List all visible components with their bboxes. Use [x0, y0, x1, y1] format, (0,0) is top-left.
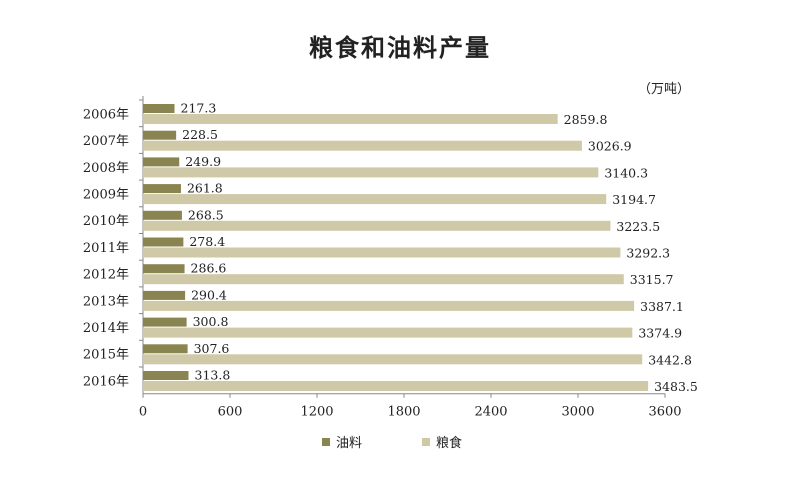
bar-oil — [143, 184, 181, 194]
bar-grain — [143, 194, 607, 205]
unit-label: （万吨） — [637, 82, 690, 97]
y-tick-label: 2011年 — [83, 241, 129, 256]
data-label-grain: 3442.8 — [648, 352, 692, 367]
legend-label-oil: 油料 — [336, 436, 363, 451]
y-tick-label: 2008年 — [83, 161, 129, 176]
x-tick-label: 1800 — [387, 405, 420, 420]
data-label-grain: 3026.9 — [588, 139, 632, 154]
bar-oil — [143, 371, 189, 380]
x-tick-label: 3000 — [561, 405, 594, 420]
data-label-oil: 300.8 — [193, 314, 229, 329]
bar-grain — [143, 114, 558, 124]
data-label-oil: 313.8 — [195, 368, 231, 383]
data-label-grain: 3483.5 — [654, 379, 698, 394]
bar-grain — [143, 247, 621, 258]
data-label-grain: 2859.8 — [564, 112, 608, 127]
bar-oil — [143, 130, 177, 140]
x-tick-label: 0 — [139, 405, 147, 420]
legend-item-grain: 粮食 — [422, 432, 462, 451]
bar-grain — [143, 220, 611, 231]
x-tick-label: 2400 — [474, 405, 507, 420]
y-tick-label: 2016年 — [83, 374, 129, 389]
data-label-grain: 3374.9 — [638, 326, 682, 341]
x-tick-label: 1200 — [300, 405, 333, 420]
y-tick-label: 2012年 — [83, 268, 129, 283]
chart-title: 粮食和油料产量 — [309, 34, 491, 62]
data-label-oil: 261.8 — [187, 181, 223, 196]
data-label-grain: 3140.3 — [604, 165, 648, 180]
bar-grain — [143, 167, 599, 178]
y-tick-label: 2006年 — [83, 107, 129, 122]
legend-swatch-oil — [322, 437, 330, 446]
data-label-oil: 307.6 — [194, 341, 230, 356]
data-label-grain: 3387.1 — [640, 299, 684, 314]
x-tick-label: 3600 — [648, 405, 681, 420]
bar-oil — [143, 290, 186, 300]
bar-grain — [143, 140, 582, 151]
legend: 油料 粮食 — [322, 432, 462, 451]
bar-oil — [143, 264, 185, 274]
bar-oil — [143, 210, 182, 220]
y-tick-label: 2009年 — [83, 187, 129, 202]
legend-swatch-grain — [422, 437, 431, 446]
bar-grain — [143, 300, 635, 311]
y-tick-label: 2007年 — [83, 134, 129, 149]
x-tick-label: 600 — [218, 405, 243, 420]
bar-oil — [143, 157, 180, 167]
bar-oil — [143, 317, 187, 327]
bar-grain — [143, 381, 649, 391]
data-label-grain: 3223.5 — [616, 219, 660, 234]
y-tick-label: 2015年 — [83, 348, 129, 363]
bar-oil — [143, 344, 188, 354]
data-label-grain: 3194.7 — [612, 192, 656, 207]
bar-grain — [143, 354, 643, 365]
data-label-oil: 249.9 — [185, 154, 221, 169]
data-label-oil: 217.3 — [181, 101, 217, 116]
y-tick-label: 2014年 — [83, 321, 129, 336]
bar-grain — [143, 274, 624, 285]
data-label-grain: 3292.3 — [626, 246, 670, 261]
data-label-oil: 290.4 — [191, 287, 227, 302]
bar-grain — [143, 327, 633, 338]
legend-label-grain: 粮食 — [436, 436, 463, 451]
data-label-oil: 228.5 — [182, 127, 218, 142]
legend-item-oil: 油料 — [322, 432, 362, 451]
data-label-oil: 268.5 — [188, 207, 224, 222]
data-label-oil: 278.4 — [189, 234, 225, 249]
bar-oil — [143, 104, 175, 113]
y-tick-label: 2013年 — [83, 294, 129, 309]
data-label-grain: 3315.7 — [630, 272, 674, 287]
bar-oil — [143, 237, 184, 247]
y-tick-label: 2010年 — [83, 214, 129, 229]
data-label-oil: 286.6 — [191, 261, 227, 276]
